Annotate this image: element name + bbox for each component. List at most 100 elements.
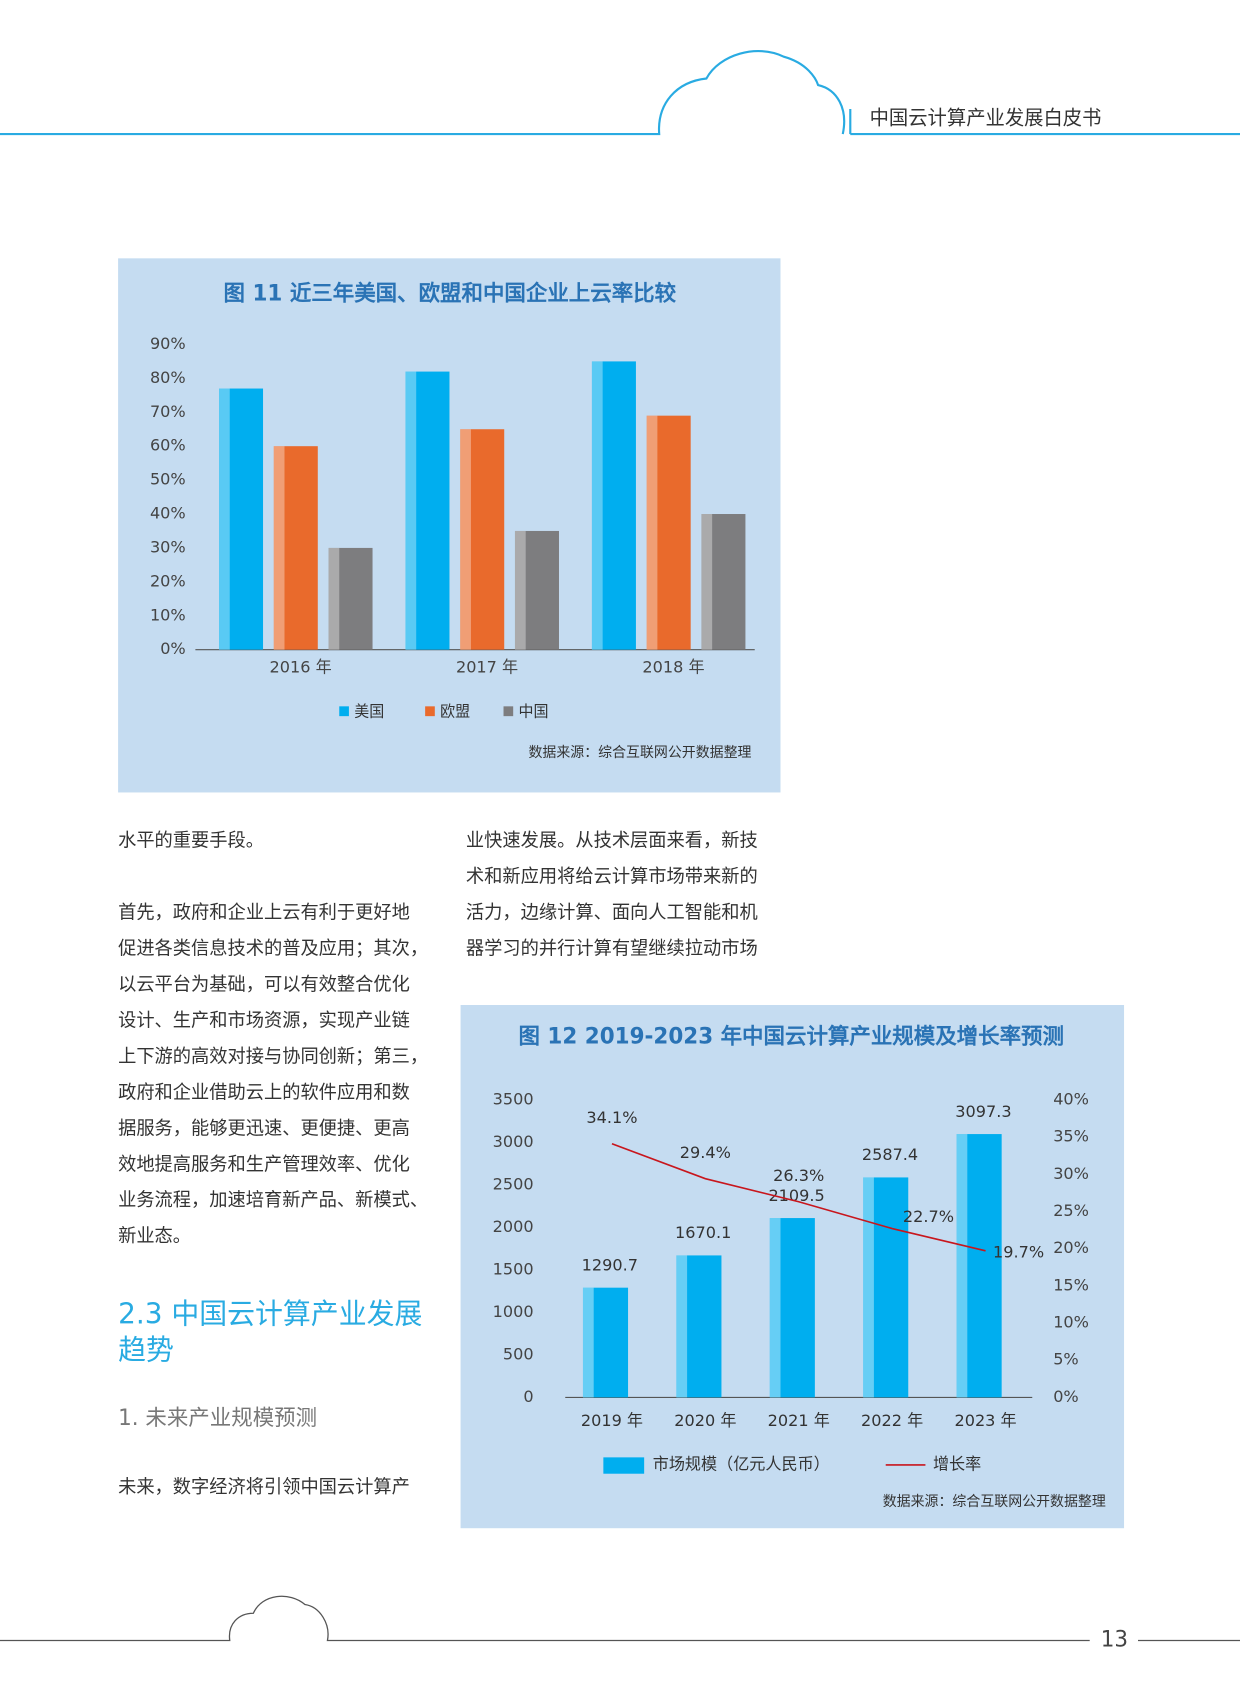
bar-highlight xyxy=(646,415,658,650)
chart-title: 图 12 2019-2023 年中国云计算产业规模及增长率预测 xyxy=(519,1024,1064,1050)
bar xyxy=(219,388,264,650)
y-tick-label: 3000 xyxy=(493,1132,534,1151)
y2-tick-label: 35% xyxy=(1053,1126,1089,1145)
bar xyxy=(701,514,746,650)
x-tick-label: 2020 年 xyxy=(674,1411,736,1430)
bar xyxy=(646,415,691,650)
data-label: 26.3% xyxy=(773,1166,824,1185)
paragraph-line: 术和新应用将给云计算市场带来新的 xyxy=(466,866,758,887)
paragraph-line: 以云平台为基础，可以有效整合优化 xyxy=(118,974,410,995)
y-tick-label: 3500 xyxy=(493,1089,534,1108)
y2-tick-label: 25% xyxy=(1053,1201,1089,1220)
line xyxy=(611,1142,986,1252)
x-tick-label: 2021 年 xyxy=(768,1411,830,1430)
legend-swatch xyxy=(503,706,514,717)
paragraph-line: 促进各类信息技术的普及应用；其次， xyxy=(118,938,428,959)
bar xyxy=(405,371,450,650)
y2-tick-label: 30% xyxy=(1053,1164,1089,1183)
y2-tick-label: 40% xyxy=(1053,1089,1089,1108)
paragraph-line: 业快速发展。从技术层面来看，新技 xyxy=(466,830,758,851)
y-tick-label: 40% xyxy=(150,503,186,522)
data-label: 2587.4 xyxy=(862,1145,918,1164)
data-label: 3097.3 xyxy=(955,1102,1011,1121)
section-heading: 2.3 中国云计算产业发展 xyxy=(118,1298,422,1331)
footer-rule xyxy=(0,1595,1240,1642)
legend-label: 中国 xyxy=(519,702,549,720)
data-label: 19.7% xyxy=(993,1242,1044,1261)
legend-swatch xyxy=(339,706,349,717)
bar-highlight xyxy=(956,1134,968,1398)
y-tick-label: 500 xyxy=(503,1344,534,1363)
bar-highlight xyxy=(676,1255,688,1398)
header-title: 中国云计算产业发展白皮书 xyxy=(870,106,1102,129)
y-tick-label: 0% xyxy=(160,639,186,658)
paragraph-line: 政府和企业借助云上的软件应用和数 xyxy=(118,1082,410,1103)
paragraph-line: 据服务，能够更迅速、更便捷、更高 xyxy=(118,1118,410,1139)
y-tick-label: 30% xyxy=(150,537,186,556)
bar xyxy=(676,1255,722,1398)
paragraph-line: 上下游的高效对接与协同创新；第三， xyxy=(118,1046,428,1067)
legend-label: 市场规模（亿元人民币） xyxy=(653,1454,830,1473)
bar xyxy=(582,1287,629,1398)
y-tick-label: 1500 xyxy=(493,1259,534,1278)
paragraph-line: 水平的重要手段。 xyxy=(118,830,264,851)
bar-highlight xyxy=(582,1287,594,1398)
x-tick-label: 2023 年 xyxy=(954,1411,1016,1430)
page-number: 13 xyxy=(1101,1627,1128,1652)
bar xyxy=(273,446,318,650)
y-tick-label: 80% xyxy=(150,368,186,387)
bar xyxy=(863,1177,909,1398)
paragraph-line: 首先，政府和企业上云有利于更好地 xyxy=(118,902,410,923)
subsection-heading: 1. 未来产业规模预测 xyxy=(118,1406,317,1431)
chart-title: 图 11 近三年美国、欧盟和中国企业上云率比较 xyxy=(224,280,677,306)
data-label: 34.1% xyxy=(586,1108,637,1127)
legend-label: 增长率 xyxy=(933,1454,981,1473)
data-label: 1670.1 xyxy=(675,1223,731,1242)
x-tick-label: 2022 年 xyxy=(861,1411,923,1430)
bar-highlight xyxy=(405,371,417,650)
bar-highlight xyxy=(863,1177,874,1398)
bar-highlight xyxy=(328,547,340,650)
paragraph-line: 活力，边缘计算、面向人工智能和机 xyxy=(466,902,758,923)
bar-highlight xyxy=(514,530,526,650)
data-label: 29.4% xyxy=(680,1143,731,1162)
x-tick-label: 2018 年 xyxy=(642,658,704,677)
paragraph-line: 效地提高服务和生产管理效率、优化 xyxy=(118,1154,410,1175)
y-tick-label: 90% xyxy=(150,334,186,353)
paragraph-line: 业务流程，加速培育新产品、新模式、 xyxy=(118,1190,428,1211)
section-heading: 趋势 xyxy=(118,1333,174,1366)
y-tick-label: 2500 xyxy=(493,1174,534,1193)
x-tick-label: 2019 年 xyxy=(581,1411,643,1430)
legend-swatch xyxy=(425,706,435,717)
bar-highlight xyxy=(591,361,603,650)
paragraph-line: 新业态。 xyxy=(118,1226,191,1247)
y2-tick-label: 20% xyxy=(1053,1238,1089,1257)
y-tick-label: 70% xyxy=(150,402,186,421)
bar-highlight xyxy=(219,388,230,650)
paragraph-line: 未来，数字经济将引领中国云计算产 xyxy=(118,1477,410,1498)
bar-highlight xyxy=(701,514,713,650)
bar xyxy=(514,530,559,650)
data-label: 22.7% xyxy=(903,1207,954,1226)
y-tick-label: 20% xyxy=(150,571,186,590)
x-tick-label: 2017 年 xyxy=(456,658,518,677)
data-label: 1290.7 xyxy=(582,1255,638,1274)
y-tick-label: 10% xyxy=(150,605,186,624)
data-label: 2109.5 xyxy=(768,1186,824,1205)
bar xyxy=(460,429,505,650)
y2-tick-label: 15% xyxy=(1053,1275,1089,1294)
header-rule xyxy=(0,50,1240,136)
y-tick-label: 60% xyxy=(150,436,186,455)
bar xyxy=(328,547,373,650)
legend-label: 美国 xyxy=(354,702,384,720)
legend-label: 欧盟 xyxy=(440,702,470,720)
y2-tick-label: 0% xyxy=(1053,1387,1079,1406)
legend-swatch xyxy=(603,1457,645,1474)
paragraph-line: 器学习的并行计算有望继续拉动市场 xyxy=(466,938,758,959)
y-tick-label: 50% xyxy=(150,470,186,489)
bar-highlight xyxy=(460,429,471,650)
y-tick-label: 2000 xyxy=(493,1217,534,1236)
y-tick-label: 1000 xyxy=(493,1302,534,1321)
